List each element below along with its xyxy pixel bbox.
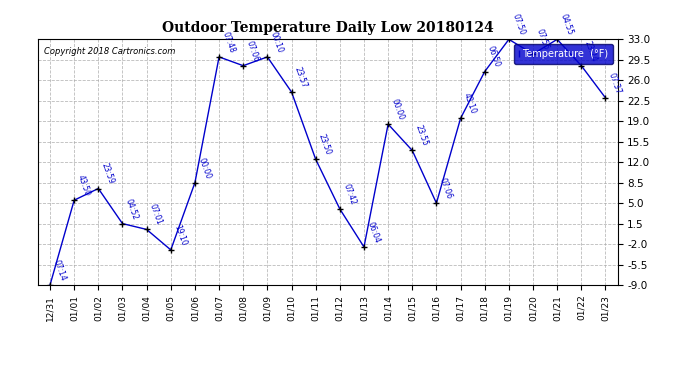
- Text: 00:00: 00:00: [390, 98, 406, 122]
- Text: 07:55: 07:55: [535, 27, 551, 51]
- Text: 23:57: 23:57: [293, 66, 309, 89]
- Text: 07:01: 07:01: [148, 203, 164, 226]
- Text: 23:59: 23:59: [100, 162, 116, 186]
- Text: 07:50: 07:50: [511, 13, 526, 37]
- Text: 43:10: 43:10: [462, 92, 478, 116]
- Text: 04:55: 04:55: [559, 13, 575, 37]
- Text: 00:00: 00:00: [197, 156, 213, 180]
- Text: 04:52: 04:52: [124, 197, 140, 221]
- Text: 23:50: 23:50: [317, 133, 333, 156]
- Text: 07:42: 07:42: [342, 183, 357, 206]
- Legend: Temperature  (°F): Temperature (°F): [514, 44, 613, 64]
- Text: 23:55: 23:55: [414, 124, 430, 148]
- Text: 06:04: 06:04: [366, 220, 382, 244]
- Text: 07:37: 07:37: [607, 71, 623, 95]
- Text: 07:06: 07:06: [245, 39, 261, 63]
- Text: 00:10: 00:10: [269, 30, 285, 54]
- Text: 07:48: 07:48: [221, 30, 237, 54]
- Text: 07:14: 07:14: [52, 259, 68, 282]
- Text: 06:50: 06:50: [486, 45, 502, 69]
- Title: Outdoor Temperature Daily Low 20180124: Outdoor Temperature Daily Low 20180124: [162, 21, 493, 35]
- Text: 23:24: 23:24: [583, 39, 599, 63]
- Text: Copyright 2018 Cartronics.com: Copyright 2018 Cartronics.com: [43, 47, 175, 56]
- Text: 43:50: 43:50: [76, 174, 92, 197]
- Text: 19:10: 19:10: [172, 224, 188, 247]
- Text: 07:06: 07:06: [438, 177, 454, 200]
